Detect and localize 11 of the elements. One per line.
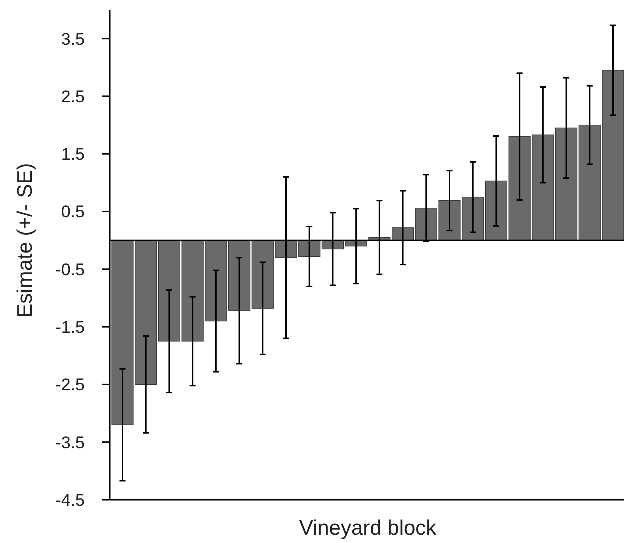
- y-tick-label: -1.5: [56, 318, 85, 338]
- y-axis-title: Esimate (+/- SE): [14, 163, 37, 318]
- y-tick-label: -4.5: [56, 490, 85, 510]
- y-tick-label: -2.5: [56, 376, 85, 395]
- y-tick-label: 0.5: [61, 202, 85, 222]
- y-tick-label: 1.5: [61, 145, 85, 164]
- y-tick-label: -0.5: [56, 260, 85, 280]
- x-axis-title: Vineyard block: [299, 517, 438, 540]
- y-tick-label: -3.5: [56, 433, 85, 452]
- y-tick-label: 3.5: [61, 30, 85, 49]
- y-tick-label: 2.5: [61, 87, 85, 106]
